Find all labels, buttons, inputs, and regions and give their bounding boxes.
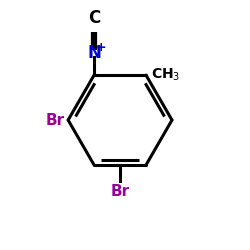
Text: Br: Br: [45, 112, 64, 128]
Text: CH$_3$: CH$_3$: [151, 67, 180, 83]
Text: +: +: [96, 41, 106, 54]
Text: N: N: [87, 44, 101, 62]
Text: Br: Br: [110, 184, 130, 198]
Text: C: C: [88, 10, 100, 28]
